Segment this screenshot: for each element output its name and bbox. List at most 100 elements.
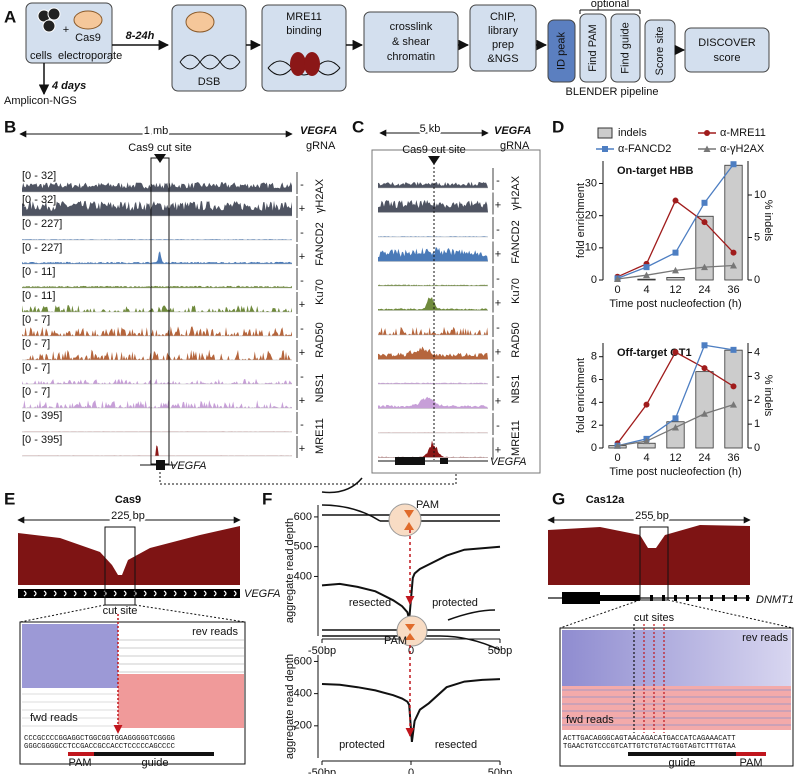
label: library [488,25,518,37]
label: gRNA [500,140,530,152]
label: &NGS [487,53,518,65]
label: 8-24h [126,30,155,42]
pam-bar [736,752,766,756]
guide-bar [94,752,214,756]
strand: - [300,371,304,383]
y-axis-label: fold enrichment [575,358,587,433]
x-tick-label: 0 [614,452,620,464]
track-range: [0 - 11] [22,290,55,302]
factor-label: NBS1 [510,375,522,404]
marker [704,130,710,136]
y2-tick-label: 4 [754,346,760,358]
label: 225 bp [111,510,145,522]
y-tick-label: 600 [294,655,312,667]
track-signal [22,445,292,456]
panel-label: B [4,117,16,136]
strand: - [300,275,304,287]
track-signal [22,305,292,312]
factor-label: RAD50 [510,322,522,357]
label: fwd reads [30,712,78,724]
y2-tick-label: 5 [754,231,760,243]
x-axis-label: Time post nucleofection (h) [609,466,741,478]
strand: + [299,251,305,263]
chart-title: Off-target OT1 [617,347,692,359]
zoom-link [135,605,245,622]
x-tick-label: 36 [727,452,739,464]
y2-tick-label: 2 [754,394,760,406]
label: score [714,52,741,64]
marker [731,161,737,167]
factor-label: RAD50 [314,322,326,357]
panel-label: A [4,7,16,26]
label: cut sites [634,612,675,624]
marker [673,250,679,256]
track-signal [378,347,488,360]
factor-label: γH2AX [510,175,522,210]
x-axis-label: Time post nucleofection (h) [609,298,741,310]
strand: + [299,203,305,215]
strand: - [300,323,304,335]
label: fwd reads [566,714,614,726]
label: guide [669,757,696,769]
y-axis-label: fold enrichment [575,183,587,258]
track-signal [22,350,292,360]
x-tick-label: 24 [698,284,710,296]
bar [667,277,684,280]
track-signal [22,201,292,216]
marker [731,250,737,256]
marker [702,342,708,348]
track-signal [22,251,292,264]
y-tick-label: 2 [591,419,597,431]
label: DSB [198,76,221,88]
gene-exon [156,460,165,470]
label: 255 bp [635,510,669,522]
label: Cas12a [586,494,625,506]
strand: - [496,322,500,334]
strand: - [496,420,500,432]
label: rev reads [192,626,238,638]
track-range: [0 - 7] [22,362,50,374]
marker [702,219,708,225]
legend-label: α-γH2AX [720,143,765,155]
track-range: [0 - 7] [22,338,50,350]
y-tick-label: 8 [591,351,597,363]
label: crosslink [390,21,433,33]
label: cells [30,50,53,62]
label: ChIP, [490,11,516,23]
marker [702,200,708,206]
marker [731,383,737,389]
panel-label: C [352,117,364,136]
label: guide [142,757,169,769]
strand: + [495,199,501,211]
strand: + [299,299,305,311]
label: chromatin [387,51,435,63]
label: PAM [68,757,91,769]
label: 4 days [51,80,86,92]
x-tick-label: 4 [643,452,649,464]
panel-label: F [262,489,272,508]
track-signal [378,297,488,311]
pam-bar [68,752,94,756]
gene-exon [674,595,677,601]
track-range: [0 - 227] [22,242,62,254]
coverage [548,525,750,585]
cas9-icon [186,12,214,32]
y-tick-label: 400 [294,570,312,582]
track-signal [22,182,292,192]
y2-tick-label: 1 [754,418,760,430]
marker [673,349,679,355]
strand: + [495,395,501,407]
y-tick-label: 500 [294,541,312,553]
panel-label: G [552,489,565,508]
legend-label: α-MRE11 [720,127,766,139]
label: Cas9 [115,494,141,506]
label: VEGFA [300,125,337,137]
mre11-icon [290,52,306,76]
label: Cas9 [75,32,101,44]
factor-label: FANCD2 [510,220,522,263]
marker [644,402,650,408]
y-tick-label: 0 [591,442,597,454]
panel-label: E [4,489,15,508]
gene-exon [710,595,713,601]
bar [696,372,713,448]
